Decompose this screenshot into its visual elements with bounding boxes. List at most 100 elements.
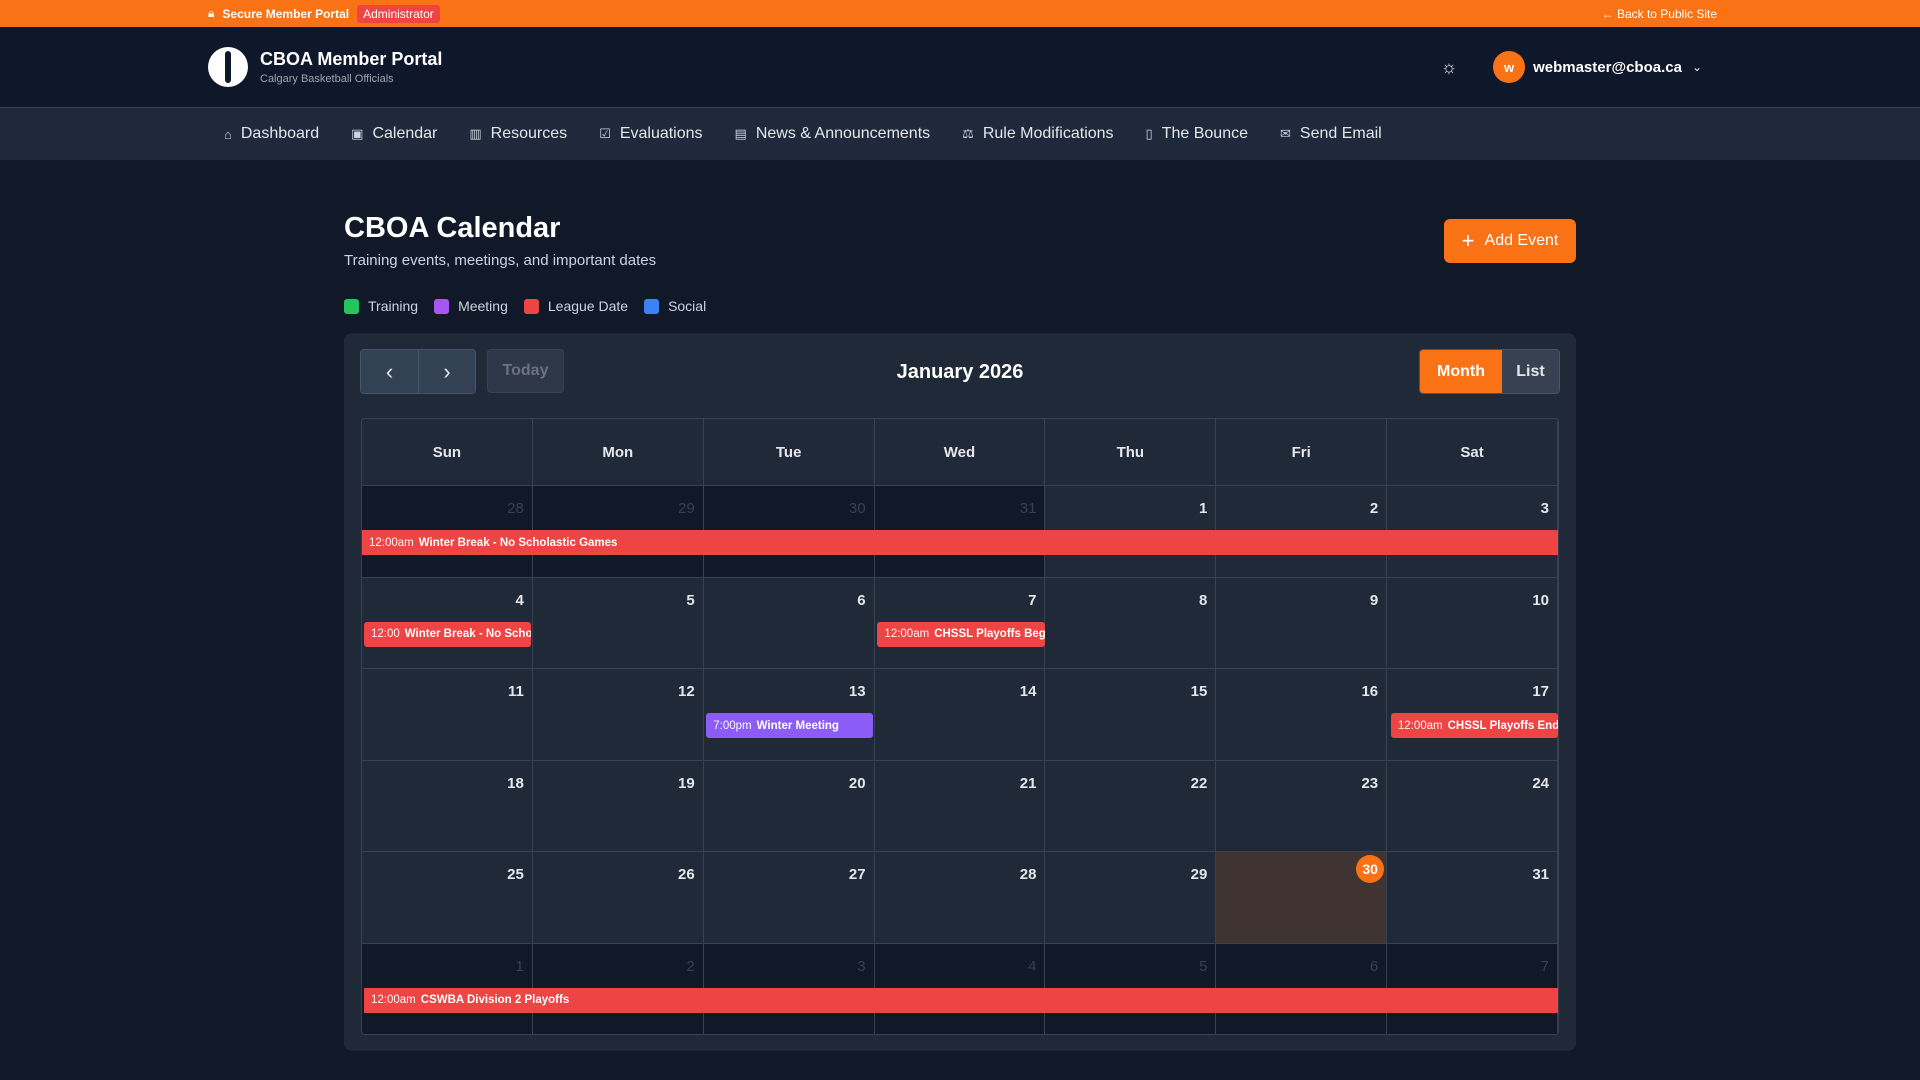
sun-icon[interactable]: ☼ [1440,56,1458,77]
day-number[interactable]: 19 [678,774,695,792]
day-number[interactable]: 30 [1356,855,1385,883]
day-number[interactable]: 20 [848,774,866,792]
day-number[interactable]: 14 [1019,683,1037,700]
day-cell[interactable]: 18 [362,760,533,851]
day-number[interactable]: 12 [678,683,695,700]
day-cell[interactable]: 21 [874,760,1046,851]
calendar-event[interactable]: 12:00am CHSSL Playoffs End [1390,713,1558,738]
nav-item-the-bounce[interactable]: ▯ The Bounce [1146,125,1248,143]
day-cell[interactable]: 10 [1387,577,1558,668]
day-number[interactable]: 27 [848,866,866,883]
day-cell[interactable]: 8 [1045,577,1217,668]
day-cell[interactable]: 11 [362,669,533,760]
calendar-event[interactable]: 12:00am CSWBA Division 2 Playoffs [364,987,1558,1013]
calendar-event[interactable]: 12:00am Winter Break - No Scholastic Game… [362,530,1558,555]
nav-item-resources[interactable]: ▥ Resources [469,125,567,143]
day-number[interactable]: 16 [1361,683,1379,700]
day-cell[interactable]: 16 [1216,669,1388,760]
day-cell[interactable]: 27 [703,852,875,943]
weekday-wed: Wed [875,419,1046,485]
nav-item-news-announcements[interactable]: ▤ News & Announcements [735,125,931,143]
day-number[interactable]: 13 [848,683,866,700]
next-month-button[interactable]: › [418,350,475,393]
day-number[interactable]: 7 [1028,591,1037,609]
day-number[interactable]: 4 [1028,957,1037,975]
day-cell[interactable]: 15 [1045,669,1217,760]
day-cell[interactable]: 26 [532,852,704,943]
day-cell[interactable]: 5 [532,577,704,668]
day-number[interactable]: 17 [1532,683,1550,700]
list-view-button[interactable]: List [1502,350,1559,393]
portal-title[interactable]: CBOA Member Portal [260,49,443,69]
day-number[interactable]: 15 [1190,683,1208,700]
day-cell[interactable]: 19 [532,760,704,851]
day-number[interactable]: 18 [507,774,524,792]
top-banner: 🔒︎ Secure Member Portal Administrator ← … [0,0,1920,27]
user-menu[interactable]: webmaster@cboa.ca [1533,58,1682,76]
legend-swatch [434,298,450,314]
day-cell[interactable]: 24 [1387,760,1558,851]
day-number[interactable]: 21 [1019,774,1037,792]
day-cell[interactable]: 29 [1045,852,1217,943]
nav-item-rule-modifications[interactable]: ⚖ Rule Modifications [962,125,1113,143]
day-number[interactable]: 25 [507,866,524,883]
day-number[interactable]: 8 [1198,591,1208,609]
today-cell[interactable]: 30 [1216,852,1388,943]
day-number[interactable]: 6 [857,591,866,609]
day-number[interactable]: 23 [1361,774,1379,792]
chevron-down-icon[interactable]: ⌄ [1691,60,1702,74]
day-number[interactable]: 1 [515,957,524,975]
day-number[interactable]: 1 [1198,500,1208,517]
day-number[interactable]: 3 [1540,500,1550,517]
day-cell[interactable]: 9 [1216,577,1388,668]
cboa-logo[interactable] [208,47,248,87]
day-number[interactable]: 29 [678,500,695,517]
day-cell[interactable]: 14 [874,669,1046,760]
nav-item-send-email[interactable]: ✉ Send Email [1280,125,1382,143]
day-number[interactable]: 7 [1540,957,1550,975]
day-number[interactable]: 11 [508,683,524,700]
calendar-event[interactable]: 12:00 Winter Break - No Scholastic Games [364,621,532,647]
day-cell[interactable]: 28 [874,852,1046,943]
calendar-event[interactable]: 7:00pm Winter Meeting [706,713,874,738]
avatar[interactable]: w [1493,51,1526,83]
prev-month-button[interactable]: ‹ [361,350,418,393]
day-number[interactable]: 2 [686,957,695,975]
nav-item-dashboard[interactable]: ⌂ Dashboard [224,125,319,143]
day-number[interactable]: 31 [1019,500,1037,517]
month-view-button[interactable]: Month [1420,350,1502,393]
back-to-public-site-link[interactable]: ← Back to Public Site [1601,6,1717,21]
weekday-tue: Tue [704,419,875,485]
event-time: 12:00am [369,536,414,549]
calendar-event[interactable]: 12:00am CHSSL Playoffs Begin [877,621,1045,647]
nav-item-calendar[interactable]: ▣ Calendar [351,125,437,143]
day-number[interactable]: 22 [1190,774,1208,792]
day-number[interactable]: 29 [1190,866,1208,883]
day-number[interactable]: 31 [1532,866,1550,883]
day-cell[interactable]: 22 [1045,760,1217,851]
day-cell[interactable]: 20 [703,760,875,851]
day-cell[interactable]: 6 [703,577,875,668]
day-number[interactable]: 5 [1198,957,1208,975]
day-number[interactable]: 5 [686,591,695,609]
nav-item-label: The Bounce [1161,125,1248,142]
add-event-button[interactable]: + Add Event [1444,219,1576,263]
today-button[interactable]: Today [487,349,564,393]
day-number[interactable]: 2 [1369,500,1379,517]
day-cell[interactable]: 12 [532,669,704,760]
weekday-sun: Sun [362,419,533,485]
day-number[interactable]: 26 [678,866,695,883]
day-cell[interactable]: 25 [362,852,533,943]
day-number[interactable]: 9 [1369,591,1379,609]
day-number[interactable]: 28 [1019,866,1037,883]
nav-item-evaluations[interactable]: ☑ Evaluations [599,125,702,143]
day-number[interactable]: 3 [857,957,866,975]
day-number[interactable]: 28 [507,500,524,517]
day-cell[interactable]: 23 [1216,760,1388,851]
day-cell[interactable]: 31 [1387,852,1558,943]
day-number[interactable]: 4 [515,591,524,609]
day-number[interactable]: 30 [848,500,866,517]
day-number[interactable]: 6 [1369,957,1379,975]
day-number[interactable]: 24 [1532,774,1550,792]
day-number[interactable]: 10 [1532,591,1550,609]
